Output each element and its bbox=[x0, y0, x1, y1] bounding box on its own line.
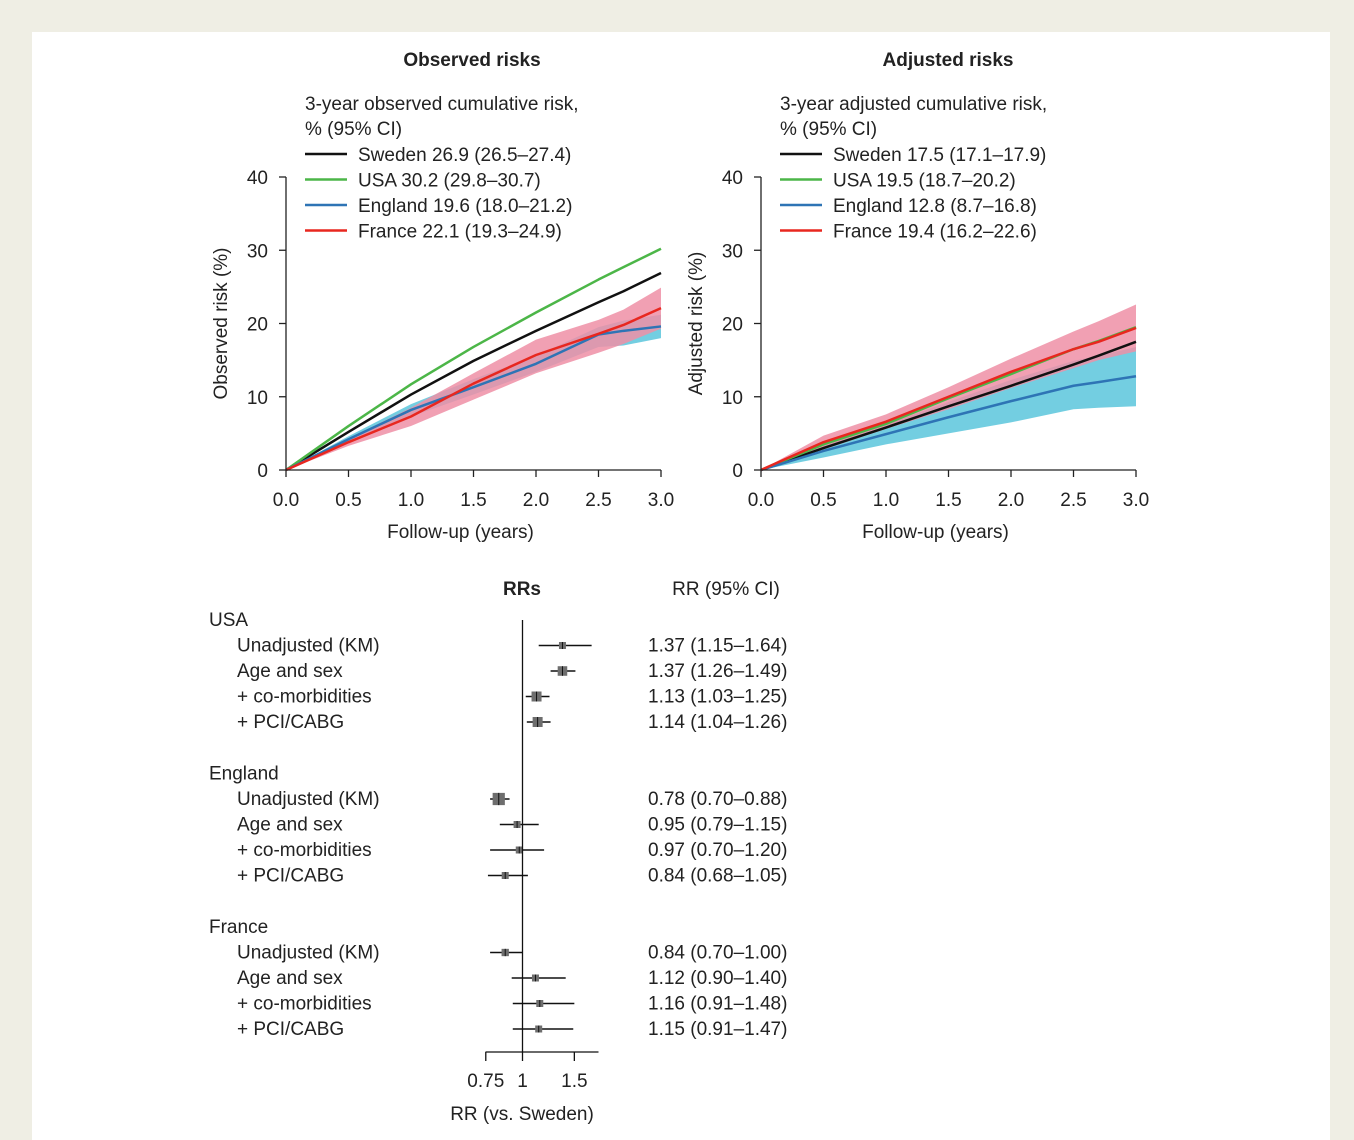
x-axis-label: Follow-up (years) bbox=[862, 522, 1009, 543]
chart-title: Observed risks bbox=[403, 50, 540, 71]
y-tick-label: 20 bbox=[722, 315, 743, 336]
legend-title-line2: % (95% CI) bbox=[780, 119, 877, 140]
forest-row-ci: 1.37 (1.15–1.64) bbox=[648, 636, 787, 657]
forest-row-ci: 1.16 (0.91–1.48) bbox=[648, 994, 787, 1015]
legend-title-line1: 3-year observed cumulative risk, bbox=[305, 94, 579, 115]
forest-row-ci: 0.95 (0.79–1.15) bbox=[648, 815, 787, 836]
x-tick-label: 2.0 bbox=[998, 490, 1024, 511]
forest-row-ci: 0.97 (0.70–1.20) bbox=[648, 840, 787, 861]
y-tick-label: 0 bbox=[732, 461, 743, 482]
x-tick-label: 2.5 bbox=[1060, 490, 1086, 511]
y-tick-label: 40 bbox=[247, 168, 268, 189]
forest-row-label: Unadjusted (KM) bbox=[237, 636, 380, 657]
forest-title: RRs bbox=[503, 579, 541, 600]
y-axis-label: Observed risk (%) bbox=[211, 247, 232, 399]
forest-x-axis-label: RR (vs. Sweden) bbox=[450, 1104, 594, 1125]
figure-panel bbox=[32, 32, 1330, 1140]
series-line-france bbox=[760, 326, 1137, 472]
legend-label-france: France 19.4 (16.2–22.6) bbox=[833, 222, 1037, 243]
forest-row-label: + co-morbidities bbox=[237, 994, 372, 1015]
x-tick-label: 0.0 bbox=[273, 490, 299, 511]
y-tick-label: 30 bbox=[247, 241, 268, 262]
y-tick-label: 20 bbox=[247, 315, 268, 336]
chart-title: Adjusted risks bbox=[883, 50, 1014, 71]
y-tick-label: 0 bbox=[257, 461, 268, 482]
legend-label-england: England 19.6 (18.0–21.2) bbox=[358, 196, 572, 217]
forest-x-tick-label: 1 bbox=[517, 1071, 528, 1092]
forest-row-label: Unadjusted (KM) bbox=[237, 943, 380, 964]
series-line-sweden bbox=[285, 271, 662, 472]
forest-x-tick-label: 0.75 bbox=[467, 1071, 504, 1092]
forest-row-label: + co-morbidities bbox=[237, 687, 372, 708]
forest-row-ci: 1.15 (0.91–1.47) bbox=[648, 1019, 787, 1040]
forest-row-ci: 1.12 (0.90–1.40) bbox=[648, 968, 787, 989]
forest-row-ci: 1.37 (1.26–1.49) bbox=[648, 661, 787, 682]
x-tick-label: 3.0 bbox=[648, 490, 674, 511]
legend-label-usa: USA 19.5 (18.7–20.2) bbox=[833, 171, 1016, 192]
forest-group-label: France bbox=[209, 917, 268, 938]
series-line-usa bbox=[285, 247, 662, 472]
y-tick-label: 30 bbox=[722, 241, 743, 262]
forest-row-ci: 0.84 (0.68–1.05) bbox=[648, 866, 787, 887]
legend-label-france: France 22.1 (19.3–24.9) bbox=[358, 222, 562, 243]
legend-title-line2: % (95% CI) bbox=[305, 119, 402, 140]
forest-row-ci: 1.14 (1.04–1.26) bbox=[648, 712, 787, 733]
legend-label-usa: USA 30.2 (29.8–30.7) bbox=[358, 171, 541, 192]
forest-row-label: + PCI/CABG bbox=[237, 866, 344, 887]
y-tick-label: 10 bbox=[247, 388, 268, 409]
x-tick-label: 0.5 bbox=[335, 490, 361, 511]
forest-row-label: + PCI/CABG bbox=[237, 712, 344, 733]
forest-ci-header: RR (95% CI) bbox=[672, 579, 780, 600]
forest-row-label: Unadjusted (KM) bbox=[237, 789, 380, 810]
series-line-england bbox=[285, 325, 662, 472]
forest-group-label: England bbox=[209, 764, 279, 785]
x-tick-label: 3.0 bbox=[1123, 490, 1149, 511]
series-line-england bbox=[760, 375, 1137, 472]
x-tick-label: 1.5 bbox=[935, 490, 961, 511]
x-tick-label: 2.5 bbox=[585, 490, 611, 511]
x-tick-label: 2.0 bbox=[523, 490, 549, 511]
forest-row-label: Age and sex bbox=[237, 661, 343, 682]
legend-title-line1: 3-year adjusted cumulative risk, bbox=[780, 94, 1047, 115]
forest-row-ci: 1.13 (1.03–1.25) bbox=[648, 687, 787, 708]
forest-row-ci: 0.78 (0.70–0.88) bbox=[648, 789, 787, 810]
forest-row-label: Age and sex bbox=[237, 968, 343, 989]
series-line-france bbox=[285, 306, 662, 472]
ci-band-france bbox=[761, 304, 1136, 470]
x-tick-label: 0.0 bbox=[748, 490, 774, 511]
x-tick-label: 1.5 bbox=[460, 490, 486, 511]
x-tick-label: 1.0 bbox=[873, 490, 899, 511]
series-line-sweden bbox=[760, 340, 1137, 472]
x-axis-label: Follow-up (years) bbox=[387, 522, 534, 543]
forest-group-label: USA bbox=[209, 610, 248, 631]
y-axis-label: Adjusted risk (%) bbox=[686, 252, 707, 396]
forest-row-label: + co-morbidities bbox=[237, 840, 372, 861]
y-tick-label: 10 bbox=[722, 388, 743, 409]
y-tick-label: 40 bbox=[722, 168, 743, 189]
x-tick-label: 0.5 bbox=[810, 490, 836, 511]
forest-row-ci: 0.84 (0.70–1.00) bbox=[648, 943, 787, 964]
forest-row-label: Age and sex bbox=[237, 815, 343, 836]
legend-label-england: England 12.8 (8.7–16.8) bbox=[833, 196, 1037, 217]
legend-label-sweden: Sweden 26.9 (26.5–27.4) bbox=[358, 145, 571, 166]
legend-label-sweden: Sweden 17.5 (17.1–17.9) bbox=[833, 145, 1046, 166]
forest-x-tick-label: 1.5 bbox=[561, 1071, 587, 1092]
forest-row-label: + PCI/CABG bbox=[237, 1019, 344, 1040]
x-tick-label: 1.0 bbox=[398, 490, 424, 511]
